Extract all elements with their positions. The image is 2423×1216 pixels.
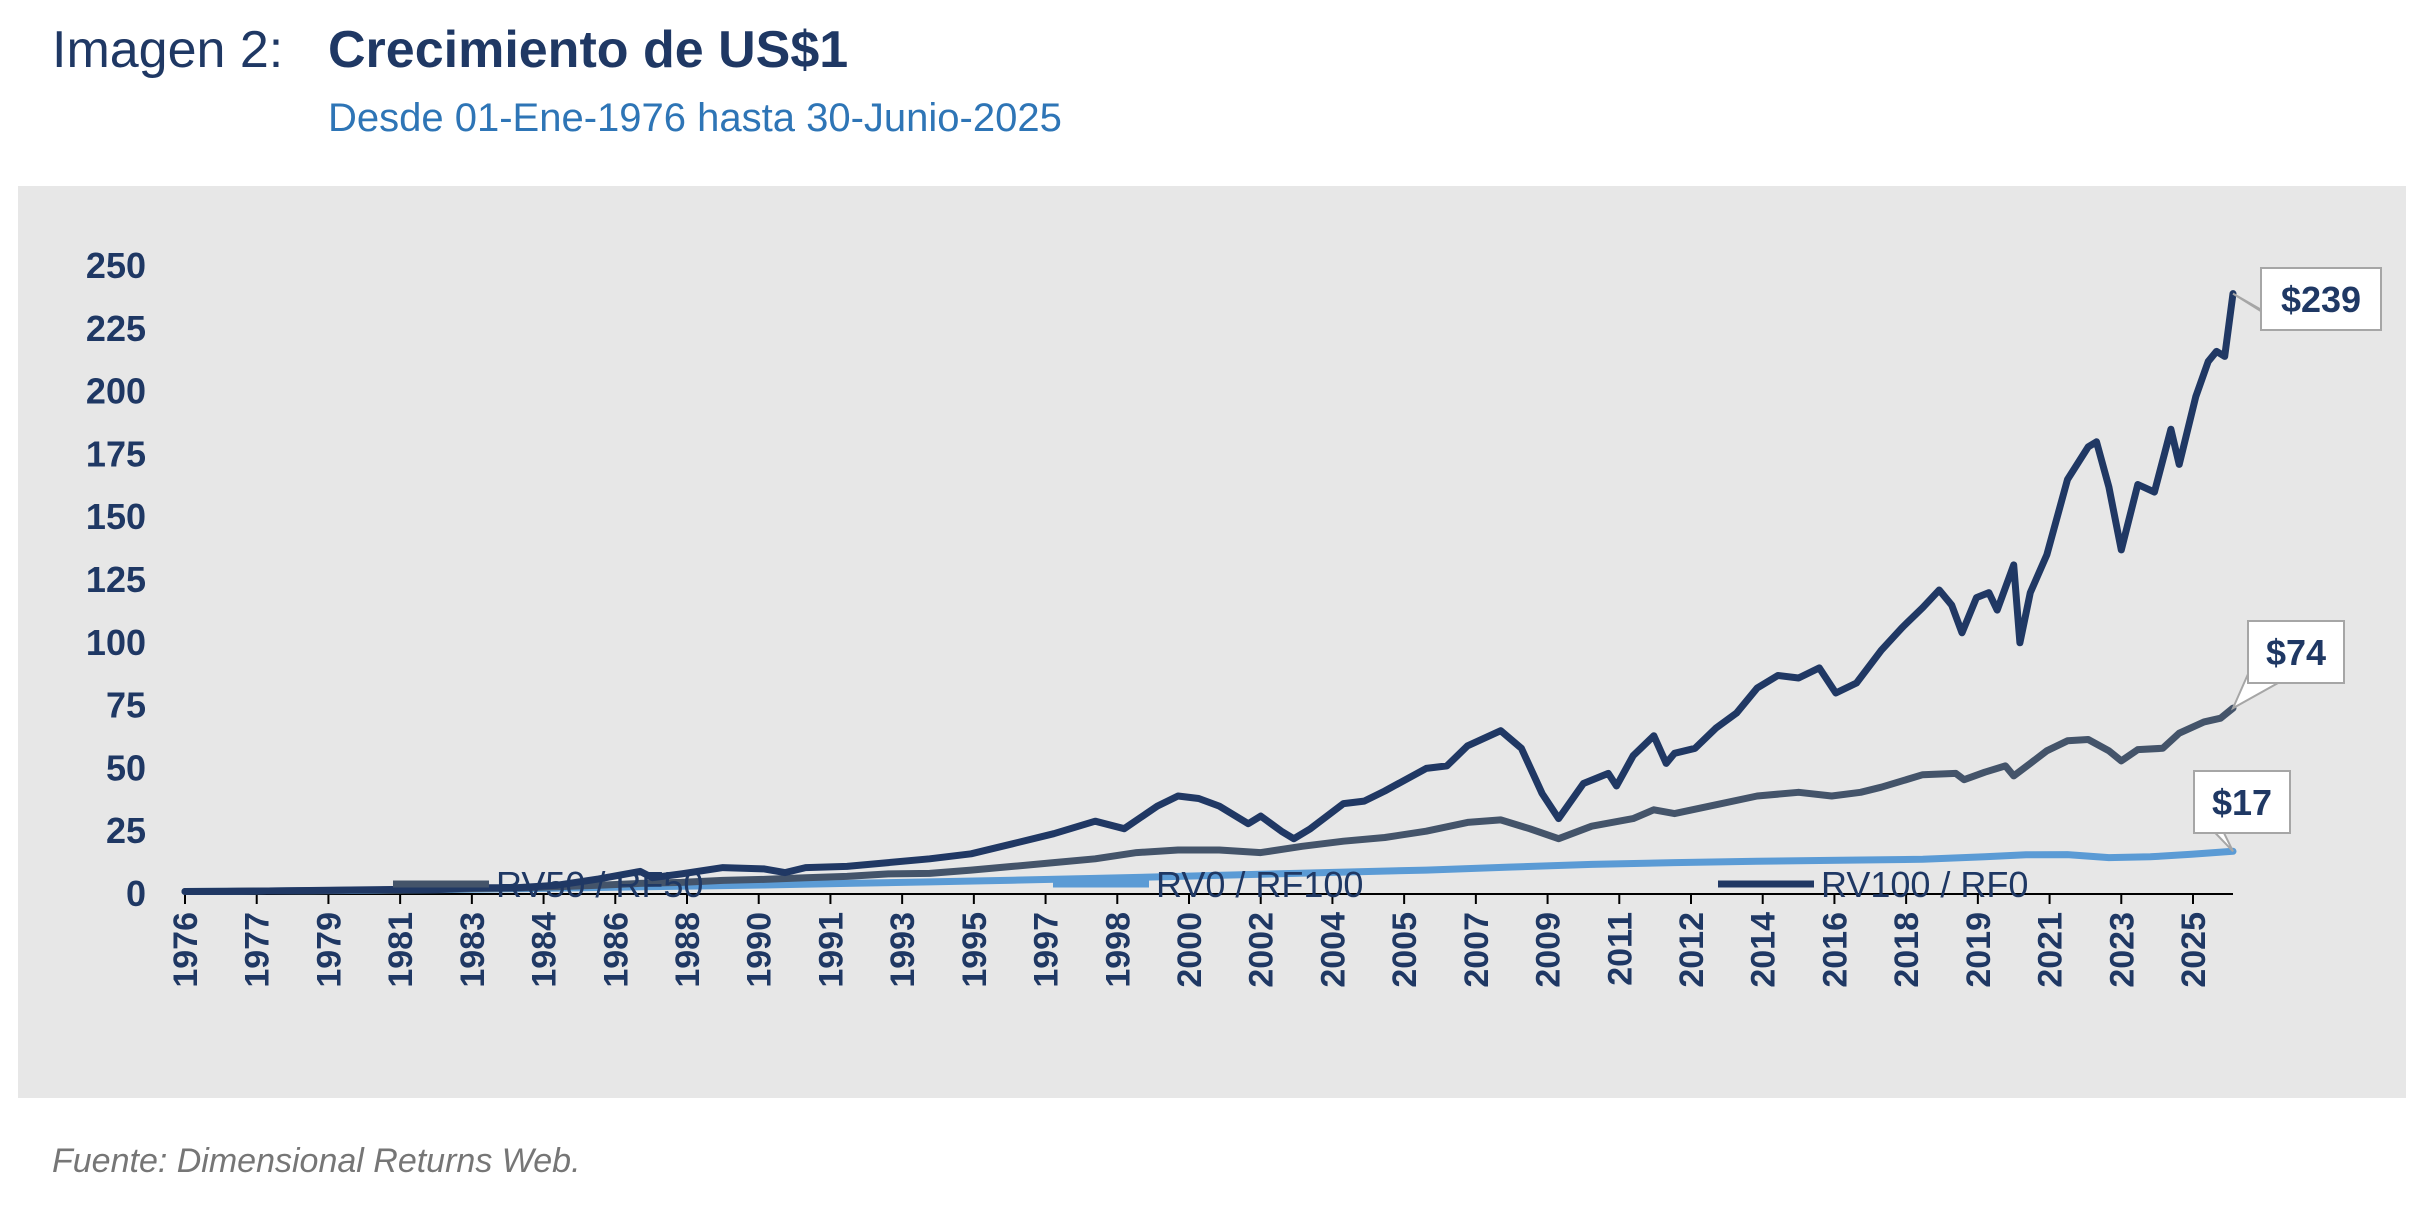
- chart-panel: 0 25 50 75 100 125 150 175 200 225 250 1976 1977 197…: [18, 186, 2406, 1098]
- x-tick-label: 1991: [812, 912, 850, 988]
- x-tick-label: 1997: [1028, 912, 1066, 988]
- y-tick-label: 150: [86, 496, 146, 537]
- y-tick-label: 50: [106, 747, 146, 788]
- x-tick-label: 1988: [669, 912, 707, 988]
- legend-item-rv0-rf100: RV0 / RF100: [1053, 864, 1363, 905]
- x-tick-label: 2000: [1171, 912, 1209, 988]
- x-tick-label: 1983: [454, 912, 492, 988]
- series-line-rv100-rf0: [181, 290, 2237, 895]
- y-tick-label: 125: [86, 559, 146, 600]
- x-tick-label: 1986: [597, 912, 635, 988]
- series-layer: [181, 290, 2237, 895]
- x-axis: 1976 1977 1979 1981 1983 1984 1986 1988 1990 1991…: [167, 893, 2233, 988]
- y-tick-label: 100: [86, 622, 146, 663]
- y-tick-label: 200: [86, 371, 146, 412]
- legend-label: RV100 / RF0: [1821, 864, 2028, 905]
- series-line-rv50-rf50: [181, 704, 2237, 895]
- legend-label: RV50 / RF50: [496, 864, 703, 905]
- x-tick-label: 2009: [1530, 912, 1568, 988]
- callout-label: $74: [2266, 632, 2326, 673]
- source-note: Fuente: Dimensional Returns Web.: [52, 1142, 581, 1180]
- x-tick-label: 1976: [167, 912, 205, 988]
- y-tick-label: 225: [86, 308, 146, 349]
- y-tick-label: 75: [106, 685, 146, 726]
- y-tick-label: 250: [86, 245, 146, 286]
- x-tick-label: 1981: [382, 912, 420, 988]
- x-tick-label: 2011: [1601, 912, 1639, 986]
- legend-label: RV0 / RF100: [1156, 864, 1363, 905]
- x-tick-label: 2007: [1458, 912, 1496, 988]
- callout-rv50-rf50: $74: [2230, 620, 2345, 711]
- legend: RV50 / RF50 RV0 / RF100 RV100 / RF0: [393, 864, 2028, 905]
- x-tick-label: 2005: [1386, 912, 1424, 988]
- chart-title: Crecimiento de US$1: [328, 21, 849, 79]
- x-tick-label: 1979: [310, 912, 348, 988]
- x-tick-label: 2019: [1960, 912, 1998, 988]
- y-tick-label: 175: [86, 433, 146, 474]
- callout-rv0-rf100: $17: [2193, 770, 2291, 852]
- y-tick-label: 0: [126, 873, 146, 914]
- callout-label: $17: [2212, 782, 2272, 823]
- legend-item-rv50-rf50: RV50 / RF50: [393, 864, 703, 905]
- x-tick-label: 2023: [2103, 912, 2141, 988]
- x-tick-label: 2004: [1314, 912, 1352, 988]
- figure-number: Imagen 2:: [52, 21, 284, 79]
- x-tick-label: 2025: [2175, 912, 2213, 988]
- x-tick-label: 2021: [2032, 912, 2070, 988]
- callout-box: [2247, 620, 2345, 684]
- x-tick-label: 1977: [239, 912, 277, 988]
- chart-subtitle: Desde 01-Ene-1976 hasta 30-Junio-2025: [328, 96, 1062, 140]
- x-tick-label: 1990: [741, 912, 779, 988]
- callout-rv100-rf0: $239: [2232, 267, 2382, 331]
- x-tick-label: 1998: [1099, 912, 1137, 988]
- y-axis: 0 25 50 75 100 125 150 175 200 225 250: [86, 245, 146, 914]
- callout-label: $239: [2281, 279, 2361, 320]
- x-tick-label: 2002: [1243, 912, 1281, 988]
- callout-layer: $239 $74 $17: [2193, 267, 2382, 852]
- x-tick-label: 2014: [1745, 912, 1783, 988]
- x-tick-label: 1995: [956, 912, 994, 988]
- x-tick-label: 2018: [1888, 912, 1926, 988]
- callout-box: [2193, 770, 2291, 834]
- x-tick-label: 2012: [1673, 912, 1711, 988]
- x-tick-label: 1993: [884, 912, 922, 988]
- y-tick-label: 25: [106, 810, 146, 851]
- x-tick-label: 1984: [526, 912, 564, 988]
- callout-box: [2260, 267, 2382, 331]
- x-tick-label: 2016: [1816, 912, 1854, 988]
- legend-item-rv100-rf0: RV100 / RF0: [1718, 864, 2028, 905]
